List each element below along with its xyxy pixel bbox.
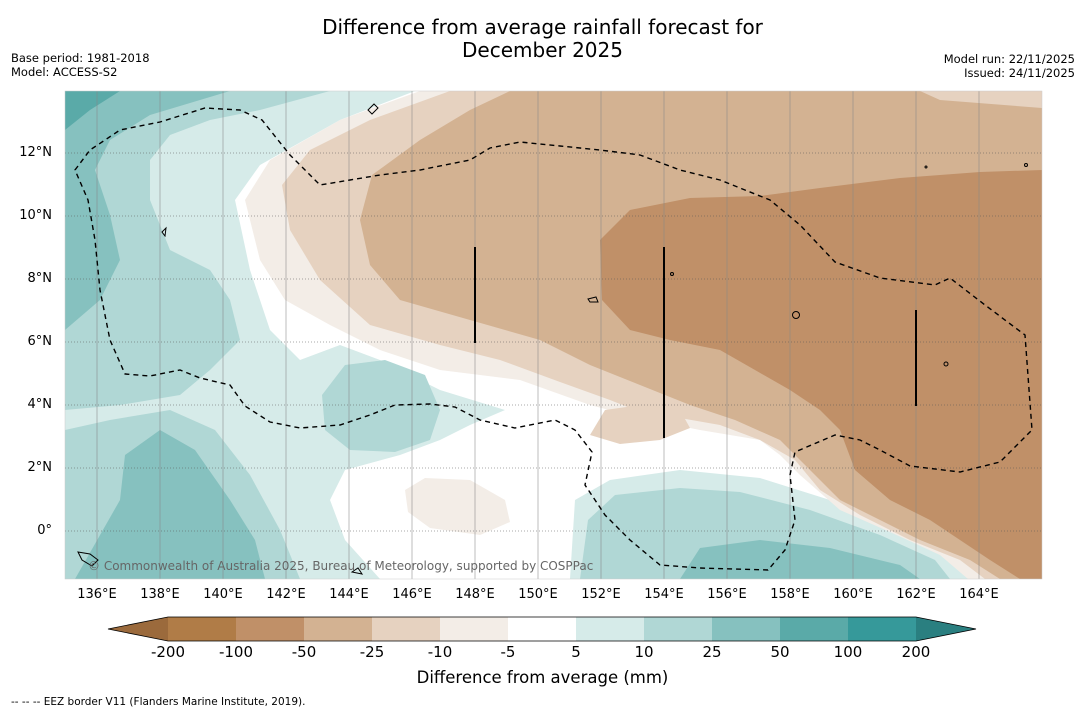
map-title-line-1: Difference from average rainfall forecas… <box>322 15 763 39</box>
lon-label: 142°E <box>266 587 306 602</box>
lon-label: 156°E <box>707 587 747 602</box>
issued-label: Issued: 24/11/2025 <box>964 66 1075 80</box>
wet-region-10-25-islands <box>322 360 440 452</box>
dry-region-100-50 <box>600 170 1042 579</box>
lat-label: 6°N <box>27 334 53 349</box>
lon-label: 140°E <box>203 587 243 602</box>
longitude-lines <box>96 91 980 579</box>
colorbar-tick: -50 <box>291 643 317 661</box>
colorbar-tick: -10 <box>427 643 453 661</box>
wet-region-10-25 <box>65 91 330 410</box>
dry-region-100-50-core <box>840 295 1010 455</box>
boundary-segments <box>474 247 917 438</box>
map-frame <box>64 90 1043 580</box>
colorbar-tick: 200 <box>901 643 931 661</box>
lon-label: 164°E <box>959 587 999 602</box>
wet-region-25-50-lower <box>75 430 265 579</box>
lat-label: 12°N <box>19 145 52 160</box>
colorbar-tick: -200 <box>150 643 186 661</box>
lon-label: 138°E <box>140 587 180 602</box>
lon-label: 146°E <box>392 587 432 602</box>
graticule <box>65 152 1042 532</box>
copyright-text: © Commonwealth of Australia 2025, Bureau… <box>88 559 593 573</box>
colorbar-tick: 10 <box>634 643 654 661</box>
eez-footnote: -- -- -- EEZ border V11 (Flanders Marine… <box>11 696 306 708</box>
lat-label: 2°N <box>27 460 53 475</box>
colorbar-tick: 5 <box>571 643 581 661</box>
lon-label: 144°E <box>329 587 369 602</box>
colorbar-tick: 50 <box>770 643 790 661</box>
colorbar-tick: 100 <box>833 643 863 661</box>
wet-region-25-50 <box>65 91 230 330</box>
lat-label: 4°N <box>27 397 53 412</box>
colorbar-tick: -25 <box>359 643 385 661</box>
dry-region-10-5-patch <box>405 478 510 535</box>
map-title-line-2: December 2025 <box>462 38 623 62</box>
base-period-label: Base period: 1981-2018 <box>11 51 150 65</box>
colorbar-tick: -100 <box>218 643 254 661</box>
model-label: Model: ACCESS-S2 <box>11 65 118 79</box>
wet-region-50-100 <box>65 91 120 130</box>
lon-label: 160°E <box>833 587 873 602</box>
colorbar-tick: 25 <box>702 643 722 661</box>
colorbar-title: Difference from average (mm) <box>416 668 669 687</box>
lon-label: 162°E <box>896 587 936 602</box>
lon-label: 148°E <box>455 587 495 602</box>
lon-label: 154°E <box>644 587 684 602</box>
lon-label: 136°E <box>77 587 117 602</box>
lon-label: 152°E <box>581 587 621 602</box>
lat-label: 8°N <box>27 271 53 286</box>
lon-label: 150°E <box>518 587 558 602</box>
model-run-label: Model run: 22/11/2025 <box>943 52 1075 66</box>
lat-label: 10°N <box>19 208 52 223</box>
islands <box>77 103 1028 575</box>
colorbar-tick: -5 <box>500 643 516 661</box>
eez-border <box>74 107 1033 571</box>
lat-label: 0° <box>37 523 52 538</box>
lon-label: 158°E <box>770 587 810 602</box>
